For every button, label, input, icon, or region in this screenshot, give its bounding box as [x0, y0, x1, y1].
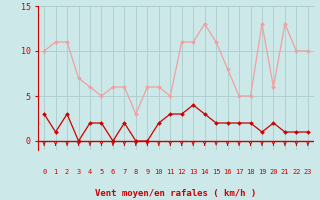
- X-axis label: Vent moyen/en rafales ( km/h ): Vent moyen/en rafales ( km/h ): [95, 189, 257, 198]
